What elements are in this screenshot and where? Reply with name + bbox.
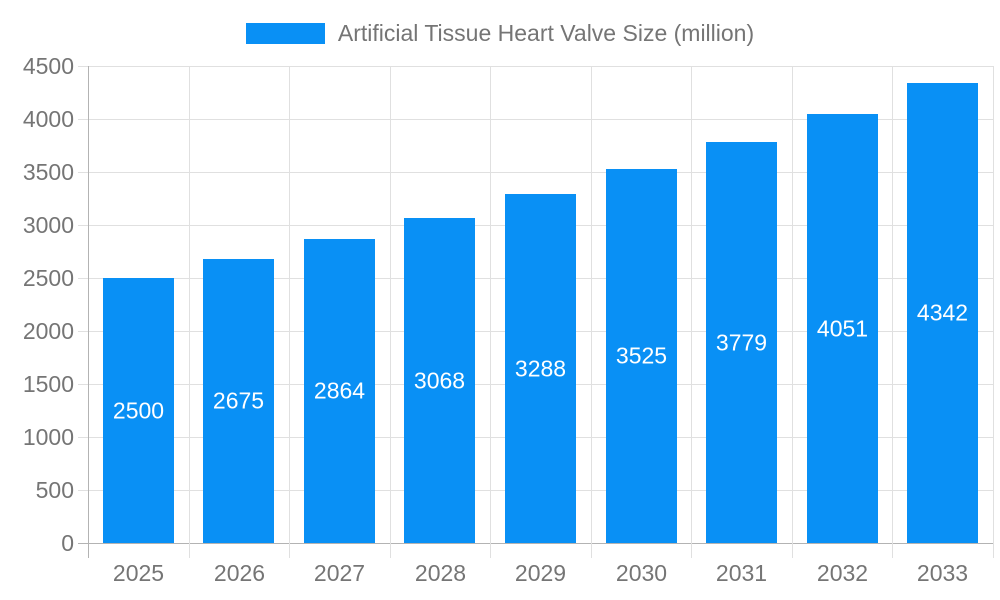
bar[interactable]: 4342 [907, 83, 978, 543]
gridline-vertical [891, 66, 893, 558]
bar-value-label: 2864 [313, 377, 366, 404]
y-axis-tick-label: 4000 [22, 106, 74, 132]
x-axis-label: 2031 [715, 560, 768, 586]
x-axis-label: 2028 [414, 560, 467, 586]
bar-value-label: 4051 [816, 315, 869, 341]
x-axis-label: 2025 [112, 560, 165, 586]
x-axis-label: 2033 [916, 560, 969, 586]
gridline-vertical [992, 66, 994, 558]
bar[interactable]: 2864 [304, 239, 375, 543]
gridline-vertical [389, 66, 391, 558]
y-axis-tick-label: 2500 [22, 265, 74, 291]
x-axis-label: 2030 [615, 560, 668, 586]
gridline-horizontal [78, 118, 993, 120]
bar[interactable]: 3779 [706, 142, 777, 543]
x-axis-label: 2029 [514, 560, 567, 586]
y-axis-tick-label: 4500 [22, 53, 74, 79]
bar[interactable]: 2500 [103, 278, 174, 543]
bar-value-label: 4342 [916, 299, 969, 326]
bar-value-label: 2500 [112, 397, 165, 423]
gridline-vertical [590, 66, 592, 558]
bar-value-label: 2675 [212, 387, 265, 414]
y-axis-tick-label: 2000 [22, 318, 74, 344]
y-axis-tick-label: 0 [61, 530, 74, 556]
y-axis-tick-label: 500 [35, 477, 74, 503]
y-axis-tick-label: 1500 [22, 371, 74, 397]
gridline-horizontal [78, 171, 993, 173]
x-axis-label: 2032 [816, 560, 869, 586]
gridline-vertical [690, 66, 692, 558]
bar-value-label: 3288 [514, 355, 567, 381]
y-axis-tick-label: 3500 [22, 159, 74, 185]
gridline-vertical [288, 66, 290, 558]
plot-area: 2500 2675 2864 3068 3288 3525 3779 4051 4342 [78, 65, 994, 558]
y-axis-tick-label: 3000 [22, 212, 74, 238]
bar-value-label: 3068 [413, 367, 466, 393]
gridline-vertical [489, 66, 491, 558]
gridline-vertical [188, 66, 190, 558]
bar[interactable]: 3068 [404, 218, 475, 543]
x-axis-label: 2027 [313, 560, 366, 586]
y-axis-tick-label: 1000 [22, 424, 74, 450]
bar[interactable]: 4051 [807, 114, 878, 543]
legend[interactable]: Artificial Tissue Heart Valve Size (mill… [0, 20, 1000, 47]
gridline-vertical [791, 66, 793, 558]
bar-value-label: 3525 [615, 342, 668, 369]
x-axis-label: 2026 [213, 560, 266, 586]
legend-swatch [245, 23, 325, 44]
y-axis-line [88, 66, 89, 558]
x-axis-baseline [78, 542, 993, 544]
bar-value-label: 3779 [715, 329, 768, 355]
bar[interactable]: 3288 [505, 194, 576, 543]
bar[interactable]: 3525 [606, 169, 677, 543]
gridline-horizontal [78, 65, 993, 67]
legend-label: Artificial Tissue Heart Valve Size (mill… [337, 20, 755, 46]
bar[interactable]: 2675 [203, 259, 274, 543]
